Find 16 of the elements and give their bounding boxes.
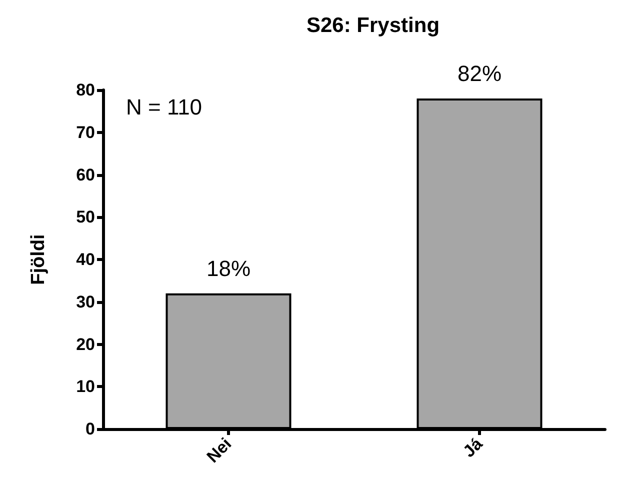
annotation: 82% — [457, 60, 502, 86]
y-axis-title: Fjöldi — [28, 234, 49, 285]
y-tick-label: 40 — [76, 250, 95, 269]
y-tick-label: 70 — [76, 122, 95, 142]
y-tick-label: 20 — [76, 334, 95, 354]
y-tick-label: 60 — [76, 165, 95, 184]
y-tick-label: 0 — [86, 420, 95, 438]
x-tick-label: Nei — [203, 434, 236, 466]
chart-title: S26: Frysting — [306, 14, 440, 37]
y-tick-label: 50 — [76, 208, 95, 227]
annotation: 18% — [206, 256, 251, 281]
x-tick-label: Já — [459, 434, 487, 462]
y-tick-label: 80 — [76, 80, 95, 100]
y-tick-label: 10 — [76, 377, 95, 396]
annotation: N = 110 — [126, 94, 202, 120]
y-tick-label: 30 — [76, 292, 95, 312]
